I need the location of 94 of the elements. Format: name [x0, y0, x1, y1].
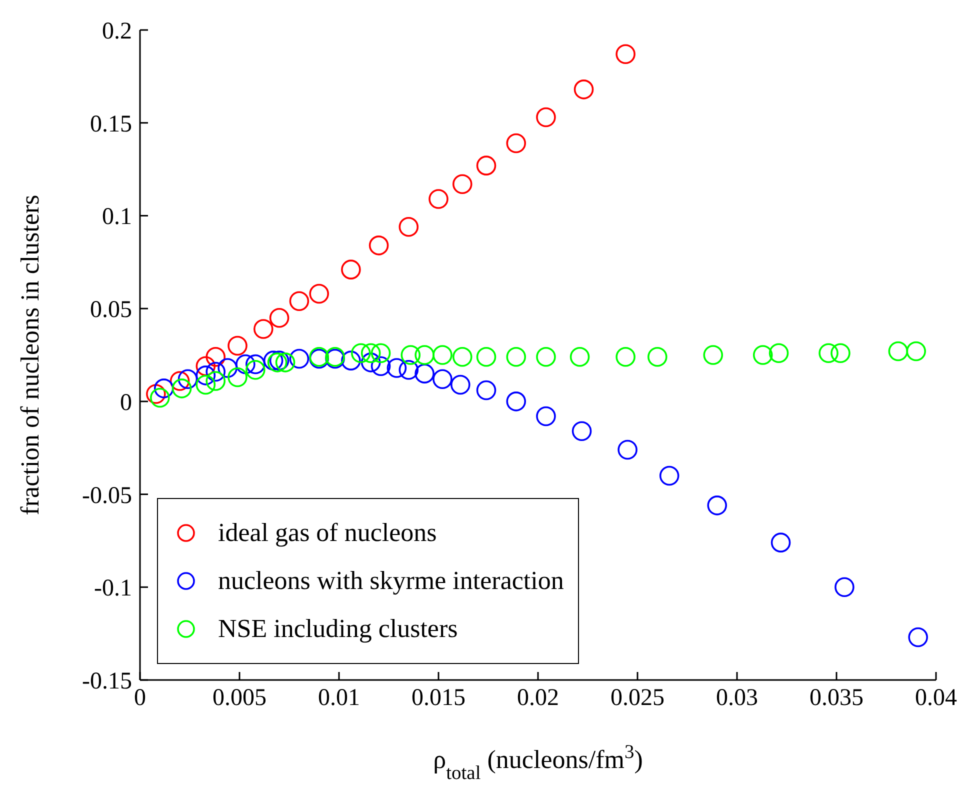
- x-tick-label: 0.01: [318, 685, 360, 712]
- point: [536, 107, 556, 128]
- point: [360, 352, 381, 372]
- point: [618, 440, 638, 460]
- point: [146, 384, 166, 404]
- y-tick-label: -0.15: [82, 668, 132, 695]
- x-tick-label: 0.015: [412, 685, 466, 712]
- point: [506, 392, 526, 412]
- point: [432, 345, 452, 365]
- point: [236, 354, 256, 374]
- point: [768, 343, 789, 364]
- point: [218, 358, 238, 378]
- point: [616, 44, 636, 64]
- point: [289, 291, 310, 312]
- point: [398, 360, 419, 380]
- point: [906, 341, 926, 362]
- point: [370, 343, 391, 364]
- point: [263, 350, 284, 370]
- x-axis-title: ρ$_{total}$ (nucleons/fm$^{3}$): [433, 742, 643, 784]
- x-tick-label: 0.025: [610, 685, 664, 712]
- point: [150, 388, 170, 408]
- y-tick-label: 0.2: [102, 18, 132, 45]
- point: [476, 156, 496, 176]
- point: [228, 336, 248, 356]
- point: [253, 319, 274, 339]
- point: [648, 346, 668, 367]
- point: [398, 216, 419, 237]
- point: [154, 378, 174, 398]
- point: [360, 343, 381, 364]
- y-axis-title: fraction of nucleons in clusters: [16, 194, 44, 516]
- x-tick-label: 0.03: [716, 685, 758, 712]
- y-tick-label: 0.15: [90, 111, 132, 138]
- x-tick-label: 0.04: [915, 685, 957, 712]
- point: [428, 189, 448, 209]
- legend-label: NSE including clusters: [218, 614, 458, 644]
- point: [206, 371, 226, 391]
- point: [432, 369, 452, 390]
- point: [414, 345, 434, 365]
- point: [452, 346, 472, 367]
- point: [536, 406, 556, 426]
- point: [350, 343, 371, 364]
- y-tick-label: 0.05: [90, 297, 132, 324]
- point: [269, 308, 290, 328]
- point: [341, 260, 361, 280]
- point: [341, 350, 361, 370]
- point: [196, 356, 216, 376]
- point: [908, 627, 928, 648]
- point: [170, 371, 190, 391]
- point: [414, 364, 434, 384]
- y-tick-label: -0.1: [94, 576, 132, 602]
- point: [476, 380, 496, 400]
- point: [572, 421, 592, 442]
- y-tick-label: -0.05: [82, 482, 132, 509]
- x-tick-label: 0.005: [212, 685, 266, 712]
- point: [246, 360, 266, 380]
- point: [206, 362, 226, 382]
- point: [368, 236, 389, 256]
- point: [707, 496, 727, 516]
- point: [228, 367, 248, 388]
- point: [574, 80, 594, 100]
- point: [888, 341, 908, 362]
- point: [830, 343, 850, 364]
- point: [770, 532, 791, 552]
- point: [818, 343, 838, 364]
- point: [386, 358, 407, 378]
- point: [309, 284, 329, 304]
- point: [476, 346, 496, 367]
- point: [206, 346, 226, 367]
- point: [172, 378, 192, 398]
- point: [452, 174, 472, 194]
- point: [450, 374, 470, 395]
- legend-label: nucleons with skyrme interaction: [218, 566, 564, 596]
- point: [196, 366, 216, 386]
- point: [246, 354, 266, 374]
- x-tick-label: 0.035: [810, 685, 864, 712]
- point: [570, 346, 590, 367]
- point: [834, 577, 854, 598]
- point: [196, 374, 216, 395]
- point: [752, 345, 773, 365]
- point: [536, 346, 556, 367]
- point: [400, 345, 421, 365]
- x-tick-label: 0.02: [517, 685, 559, 712]
- y-tick-label: 0.1: [102, 204, 132, 230]
- point: [506, 133, 526, 154]
- point: [178, 369, 198, 390]
- point: [659, 466, 680, 486]
- y-tick-label: 0: [120, 390, 132, 416]
- point: [275, 352, 296, 372]
- point: [703, 345, 724, 365]
- point: [289, 348, 310, 369]
- legend-label: ideal gas of nucleons: [218, 518, 437, 548]
- point: [616, 346, 636, 367]
- point: [370, 356, 391, 376]
- point: [506, 346, 526, 367]
